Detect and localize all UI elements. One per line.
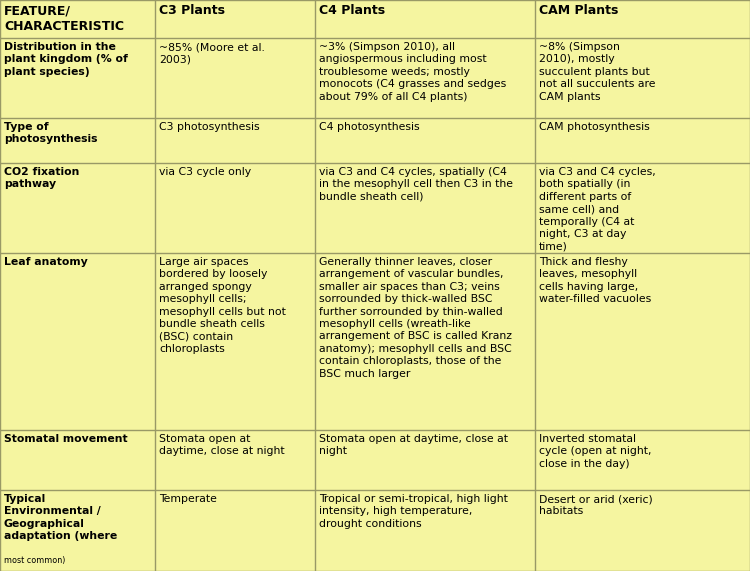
Text: ~85% (Moore et al.
2003): ~85% (Moore et al. 2003) <box>159 42 265 65</box>
Text: Distribution in the
plant kingdom (% of
plant species): Distribution in the plant kingdom (% of … <box>4 42 128 77</box>
Text: Leaf anatomy: Leaf anatomy <box>4 257 88 267</box>
Text: Tropical or semi-tropical, high light
intensity, high temperature,
drought condi: Tropical or semi-tropical, high light in… <box>319 494 508 529</box>
Text: C3 Plants: C3 Plants <box>159 4 225 17</box>
Text: Typical
Environmental /
Geographical
adaptation (where: Typical Environmental / Geographical ada… <box>4 494 117 541</box>
Text: Stomata open at
daytime, close at night: Stomata open at daytime, close at night <box>159 434 285 456</box>
Text: ~3% (Simpson 2010), all
angiospermous including most
troublesome weeds; mostly
m: ~3% (Simpson 2010), all angiospermous in… <box>319 42 506 102</box>
Text: Large air spaces
bordered by loosely
arranged spongy
mesophyll cells;
mesophyll : Large air spaces bordered by loosely arr… <box>159 257 286 354</box>
Text: Type of
photosynthesis: Type of photosynthesis <box>4 122 98 144</box>
Text: Generally thinner leaves, closer
arrangement of vascular bundles,
smaller air sp: Generally thinner leaves, closer arrange… <box>319 257 512 379</box>
Text: C4 Plants: C4 Plants <box>319 4 386 17</box>
Text: CAM photosynthesis: CAM photosynthesis <box>539 122 650 132</box>
Text: via C3 cycle only: via C3 cycle only <box>159 167 251 177</box>
Text: most common): most common) <box>4 556 65 565</box>
Text: via C3 and C4 cycles, spatially (C4
in the mesophyll cell then C3 in the
bundle : via C3 and C4 cycles, spatially (C4 in t… <box>319 167 513 202</box>
Text: Temperate: Temperate <box>159 494 217 504</box>
Text: CAM Plants: CAM Plants <box>539 4 618 17</box>
Text: Inverted stomatal
cycle (open at night,
close in the day): Inverted stomatal cycle (open at night, … <box>539 434 652 469</box>
Text: Stomata open at daytime, close at
night: Stomata open at daytime, close at night <box>319 434 508 456</box>
Text: FEATURE/
CHARACTERISTIC: FEATURE/ CHARACTERISTIC <box>4 4 124 33</box>
Text: C3 photosynthesis: C3 photosynthesis <box>159 122 260 132</box>
Text: via C3 and C4 cycles,
both spatially (in
different parts of
same cell) and
tempo: via C3 and C4 cycles, both spatially (in… <box>539 167 656 251</box>
Text: Desert or arid (xeric)
habitats: Desert or arid (xeric) habitats <box>539 494 652 516</box>
Text: CO2 fixation
pathway: CO2 fixation pathway <box>4 167 80 190</box>
Text: Stomatal movement: Stomatal movement <box>4 434 128 444</box>
Text: Thick and fleshy
leaves, mesophyll
cells having large,
water-filled vacuoles: Thick and fleshy leaves, mesophyll cells… <box>539 257 651 304</box>
Text: C4 photosynthesis: C4 photosynthesis <box>319 122 420 132</box>
Text: ~8% (Simpson
2010), mostly
succulent plants but
not all succulents are
CAM plant: ~8% (Simpson 2010), mostly succulent pla… <box>539 42 656 102</box>
